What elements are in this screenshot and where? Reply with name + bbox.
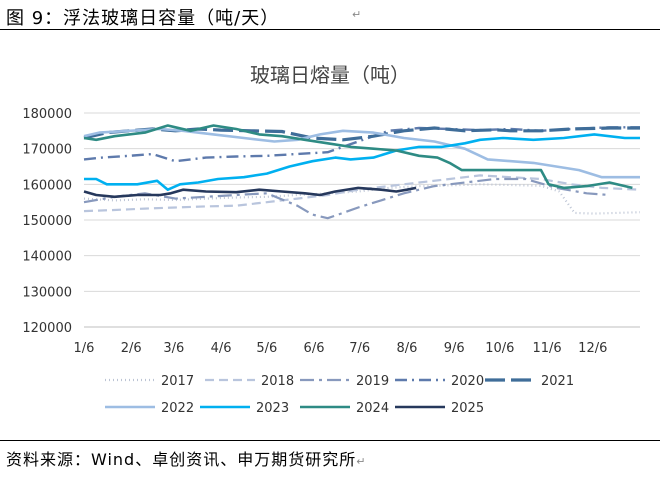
- y-axis-labels: 120000 130000 140000 150000 160000 170000 1800…: [22, 107, 72, 336]
- caption-rule: [0, 29, 660, 30]
- x-tick-label: 9/6: [444, 341, 465, 356]
- source-text: 资料来源：Wind、卓创资讯、申万期货研究所: [6, 450, 357, 469]
- x-tick-label: 7/6: [349, 341, 370, 356]
- legend-label-2023: 2023: [256, 401, 289, 416]
- series-line-2019: [83, 177, 610, 220]
- legend-label-2018: 2018: [261, 374, 294, 389]
- x-tick-label: 10/6: [485, 341, 514, 356]
- series-line-2021: [83, 126, 640, 142]
- x-tick-label: 3/6: [163, 341, 184, 356]
- series-line-2025: [83, 186, 417, 199]
- y-tick-label: 160000: [22, 178, 72, 193]
- y-tick-label: 120000: [22, 321, 72, 336]
- x-tick-label: 2/6: [121, 341, 142, 356]
- x-tick-label: 4/6: [211, 341, 232, 356]
- x-tick-label: 8/6: [396, 341, 417, 356]
- source-rule: [0, 440, 660, 441]
- x-axis-labels: 1/6 2/6 3/6 4/6 5/6 6/6 7/6 8/6 9/6 10/6 11/6 12/6: [74, 341, 608, 356]
- x-tick-label: 5/6: [256, 341, 277, 356]
- series-line-2018: [83, 174, 641, 213]
- legend-label-2020: 2020: [451, 374, 484, 389]
- source-note: 资料来源：Wind、卓创资讯、申万期货研究所↵: [6, 450, 367, 469]
- legend-label-2024: 2024: [356, 401, 389, 416]
- chart-legend: 2017 2018 2019 2020 2021 2022 2023 2024 2025: [105, 374, 574, 416]
- legend-label-2025: 2025: [451, 401, 484, 416]
- x-tick-label: 11/6: [532, 341, 561, 356]
- figure-caption: 图 9：浮法玻璃日容量（吨/天）: [6, 8, 280, 29]
- legend-label-2021: 2021: [541, 374, 574, 389]
- x-tick-label: 6/6: [304, 341, 325, 356]
- y-tick-label: 170000: [22, 143, 72, 158]
- x-tick-label: 1/6: [74, 341, 95, 356]
- chart-title: 玻璃日熔量（吨）: [250, 63, 410, 87]
- legend-label-2022: 2022: [161, 401, 194, 416]
- series-line-2024: [83, 124, 633, 190]
- y-tick-label: 130000: [22, 285, 72, 300]
- chart-series: [83, 124, 641, 220]
- y-tick-label: 180000: [22, 107, 72, 122]
- legend-label-2017: 2017: [161, 374, 194, 389]
- x-tick-label: 12/6: [578, 341, 607, 356]
- legend-label-2019: 2019: [356, 374, 389, 389]
- y-tick-label: 140000: [22, 250, 72, 265]
- series-line-2022: [83, 127, 640, 179]
- series-line-2023: [84, 133, 640, 191]
- line-chart: 玻璃日熔量（吨） 1200001300001400001500001600001…: [22, 63, 641, 416]
- y-tick-label: 150000: [22, 214, 72, 229]
